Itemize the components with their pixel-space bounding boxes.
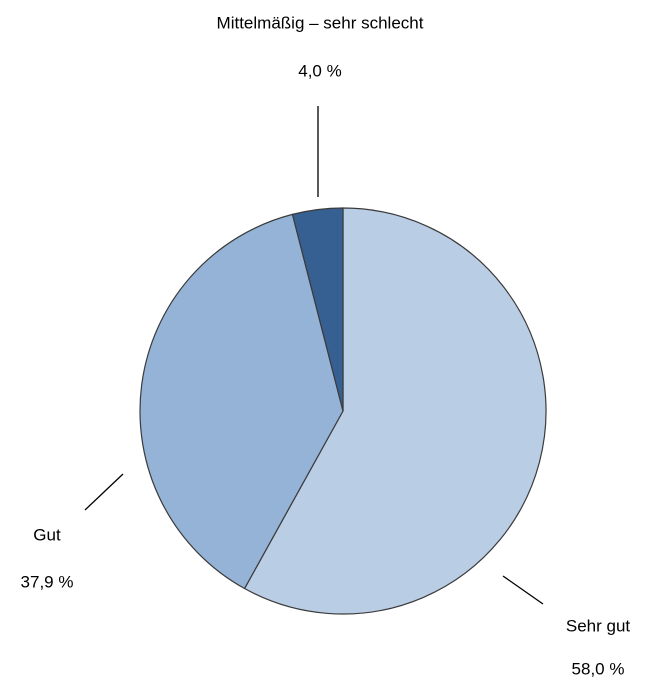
category-label: Mittelmäßig – sehr schlecht bbox=[217, 13, 424, 32]
leader-line bbox=[84, 473, 124, 511]
pie-slice bbox=[291, 207, 344, 412]
category-label: Gut bbox=[33, 525, 61, 544]
pie-slice bbox=[243, 207, 547, 615]
value-label: 4,0 % bbox=[298, 61, 341, 80]
value-label: 58,0 % bbox=[572, 659, 625, 678]
value-label: 37,9 % bbox=[21, 572, 74, 591]
pie-slice bbox=[139, 213, 344, 590]
category-label: Sehr gut bbox=[566, 616, 631, 635]
leader-line bbox=[502, 575, 544, 605]
